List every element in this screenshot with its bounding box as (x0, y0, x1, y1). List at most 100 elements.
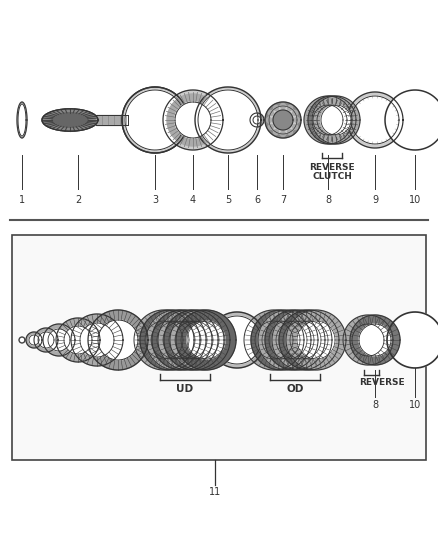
Polygon shape (80, 323, 114, 357)
Text: 10: 10 (409, 195, 421, 205)
Polygon shape (122, 87, 188, 153)
Polygon shape (26, 332, 42, 348)
Text: CLUTCH: CLUTCH (312, 172, 352, 181)
Circle shape (19, 337, 25, 343)
Polygon shape (387, 312, 438, 368)
Polygon shape (163, 321, 201, 359)
Text: 2: 2 (75, 195, 81, 205)
Polygon shape (304, 96, 352, 144)
Polygon shape (175, 321, 213, 359)
Polygon shape (187, 321, 225, 359)
Polygon shape (88, 310, 148, 370)
Polygon shape (350, 315, 400, 365)
Bar (96, 115, 128, 125)
Circle shape (293, 125, 298, 130)
Polygon shape (258, 310, 318, 370)
Polygon shape (273, 110, 293, 130)
Polygon shape (140, 310, 200, 370)
Polygon shape (145, 321, 183, 359)
Polygon shape (43, 324, 75, 356)
Circle shape (266, 117, 272, 123)
Polygon shape (48, 329, 70, 351)
Polygon shape (175, 102, 211, 138)
Circle shape (273, 130, 279, 135)
Polygon shape (351, 96, 399, 144)
Polygon shape (38, 332, 54, 348)
Polygon shape (250, 113, 264, 127)
Polygon shape (286, 310, 346, 370)
Polygon shape (125, 90, 185, 150)
Polygon shape (255, 321, 293, 359)
Bar (12, 235, 426, 460)
Text: 11: 11 (209, 487, 221, 497)
Polygon shape (269, 321, 307, 359)
Polygon shape (164, 310, 224, 370)
Polygon shape (385, 90, 438, 150)
Polygon shape (283, 321, 321, 359)
Polygon shape (347, 92, 403, 148)
Polygon shape (146, 310, 206, 370)
Text: 1: 1 (19, 195, 25, 205)
Polygon shape (343, 315, 393, 365)
Text: REVERSE: REVERSE (359, 378, 404, 387)
Text: 7: 7 (280, 195, 286, 205)
Polygon shape (209, 312, 265, 368)
Polygon shape (279, 310, 339, 370)
Polygon shape (152, 310, 212, 370)
Polygon shape (269, 106, 297, 134)
Text: 9: 9 (372, 195, 378, 205)
Polygon shape (17, 102, 27, 138)
Polygon shape (297, 321, 335, 359)
Polygon shape (359, 324, 391, 356)
Circle shape (287, 106, 293, 110)
Polygon shape (151, 321, 189, 359)
Polygon shape (352, 324, 384, 356)
Polygon shape (181, 321, 219, 359)
Polygon shape (42, 109, 98, 131)
Polygon shape (170, 310, 230, 370)
Polygon shape (308, 96, 356, 144)
Circle shape (268, 110, 273, 116)
Polygon shape (64, 326, 92, 354)
Polygon shape (122, 87, 188, 153)
Polygon shape (163, 90, 223, 150)
Polygon shape (56, 318, 100, 362)
Text: 10: 10 (409, 400, 421, 410)
Polygon shape (157, 321, 195, 359)
Polygon shape (244, 310, 304, 370)
Circle shape (273, 106, 279, 110)
Polygon shape (169, 321, 207, 359)
Polygon shape (265, 310, 325, 370)
Text: 4: 4 (190, 195, 196, 205)
Circle shape (268, 125, 273, 130)
Circle shape (294, 117, 300, 123)
Polygon shape (276, 321, 314, 359)
Text: REVERSE: REVERSE (309, 163, 355, 172)
Polygon shape (98, 320, 138, 360)
Text: UD: UD (177, 384, 194, 394)
Polygon shape (176, 310, 236, 370)
Polygon shape (251, 310, 311, 370)
Text: 6: 6 (254, 195, 260, 205)
Polygon shape (317, 105, 347, 135)
Text: 3: 3 (152, 195, 158, 205)
Text: OD: OD (286, 384, 304, 394)
Polygon shape (29, 335, 39, 345)
Polygon shape (265, 102, 301, 138)
Polygon shape (262, 321, 300, 359)
Text: 8: 8 (325, 195, 331, 205)
Polygon shape (198, 90, 258, 150)
Polygon shape (272, 310, 332, 370)
Text: 5: 5 (225, 195, 231, 205)
Polygon shape (134, 310, 194, 370)
Polygon shape (175, 102, 211, 138)
Polygon shape (313, 105, 343, 135)
Polygon shape (321, 105, 351, 135)
Polygon shape (71, 314, 123, 366)
Text: 8: 8 (372, 400, 378, 410)
Polygon shape (213, 316, 261, 364)
Circle shape (280, 103, 286, 109)
Polygon shape (167, 94, 219, 146)
Circle shape (280, 132, 286, 136)
Polygon shape (312, 96, 360, 144)
